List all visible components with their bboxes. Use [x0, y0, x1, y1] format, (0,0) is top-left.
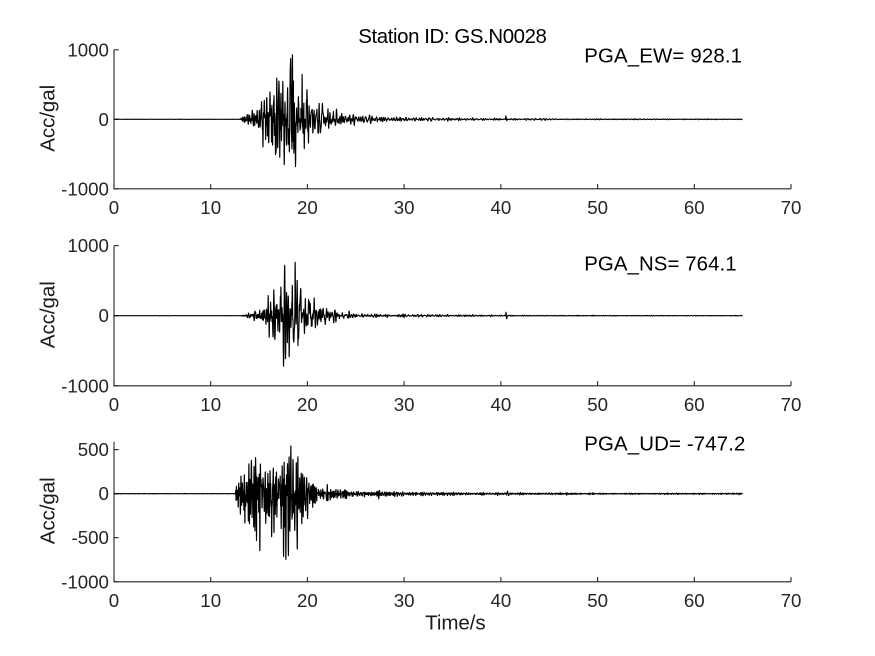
svg-text:0: 0	[98, 305, 108, 326]
svg-text:Acc/gal: Acc/gal	[36, 477, 59, 544]
svg-text:30: 30	[394, 590, 415, 611]
svg-text:PGA_NS= 764.1: PGA_NS= 764.1	[584, 254, 736, 276]
svg-text:-1000: -1000	[61, 375, 109, 396]
svg-text:70: 70	[781, 197, 802, 218]
svg-text:Acc/gal: Acc/gal	[36, 85, 59, 152]
svg-text:Acc/gal: Acc/gal	[36, 281, 59, 348]
svg-text:20: 20	[297, 590, 318, 611]
svg-text:60: 60	[684, 394, 705, 415]
svg-text:30: 30	[394, 197, 415, 218]
svg-text:500: 500	[78, 439, 109, 460]
svg-text:1000: 1000	[67, 39, 109, 60]
svg-text:PGA_UD= -747.2: PGA_UD= -747.2	[584, 434, 745, 456]
svg-text:40: 40	[491, 394, 512, 415]
svg-text:50: 50	[587, 197, 608, 218]
svg-text:PGA_EW= 928.1: PGA_EW= 928.1	[584, 45, 742, 67]
svg-text:-1000: -1000	[61, 178, 109, 199]
svg-text:20: 20	[297, 197, 318, 218]
svg-text:10: 10	[200, 590, 221, 611]
svg-text:-1000: -1000	[61, 571, 109, 592]
svg-text:-500: -500	[71, 527, 108, 548]
svg-text:0: 0	[109, 394, 119, 415]
svg-text:70: 70	[781, 590, 802, 611]
svg-text:10: 10	[200, 394, 221, 415]
svg-text:10: 10	[200, 197, 221, 218]
svg-text:60: 60	[684, 197, 705, 218]
svg-text:30: 30	[394, 394, 415, 415]
svg-text:1000: 1000	[67, 235, 109, 256]
svg-text:70: 70	[781, 394, 802, 415]
svg-text:40: 40	[491, 197, 512, 218]
svg-text:20: 20	[297, 394, 318, 415]
svg-text:0: 0	[109, 590, 119, 611]
svg-text:Time/s: Time/s	[425, 612, 486, 635]
svg-text:60: 60	[684, 590, 705, 611]
svg-text:Station ID: GS.N0028: Station ID: GS.N0028	[358, 26, 547, 48]
svg-text:0: 0	[98, 483, 108, 504]
svg-text:0: 0	[109, 197, 119, 218]
svg-text:0: 0	[98, 109, 108, 130]
svg-text:50: 50	[587, 590, 608, 611]
svg-text:40: 40	[491, 590, 512, 611]
svg-text:50: 50	[587, 394, 608, 415]
